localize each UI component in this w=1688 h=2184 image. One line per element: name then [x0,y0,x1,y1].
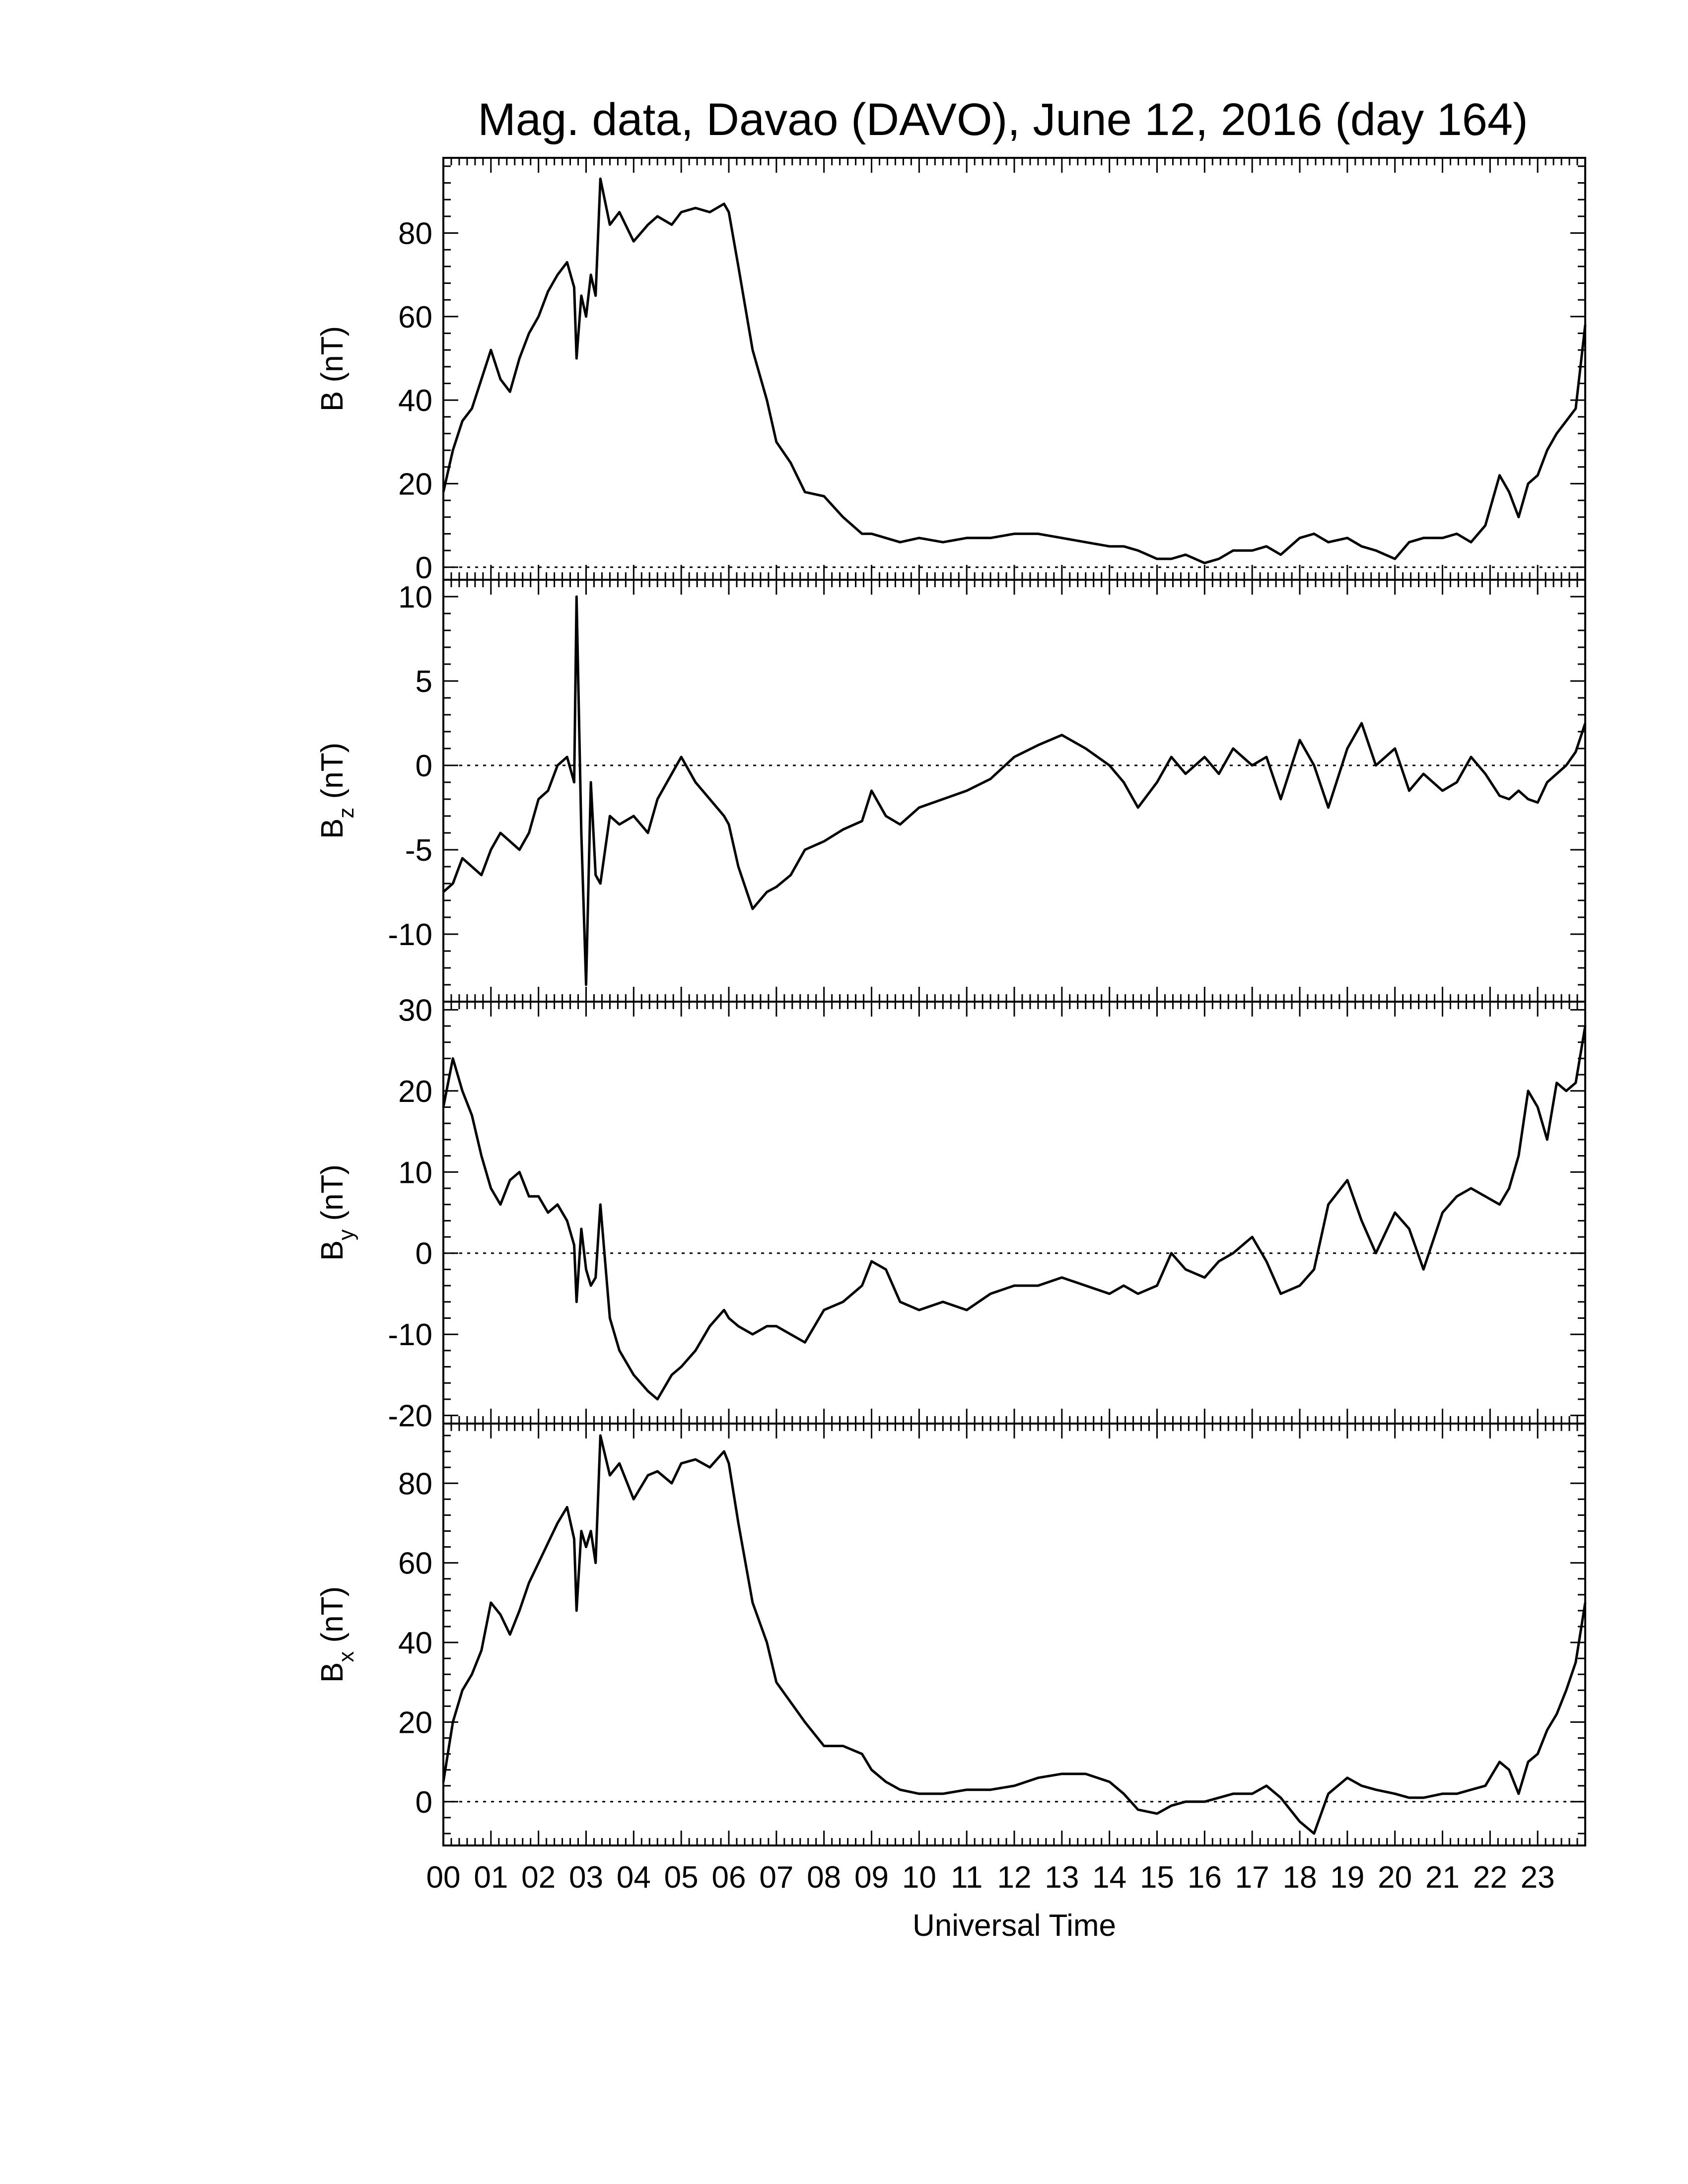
y-tick-label: 80 [398,1467,432,1501]
y-tick-label: 20 [398,1706,432,1740]
y-tick-label: 80 [398,216,432,251]
x-tick-label: 00 [426,1860,461,1895]
y-axis-label-unit: (nT) [315,743,350,808]
y-tick-label: 0 [416,551,432,585]
y-axis-label-symbol: B [315,819,350,839]
y-tick-label: 20 [398,467,432,501]
x-tick-label: 07 [759,1860,793,1895]
y-axis-label-symbol: B [315,1662,350,1683]
panel-frame [442,579,1586,1003]
x-axis: 00 01 02 03 04 05 06 07 08 09 10 11 12 13 14 15 16 17 18 19… [426,1860,1555,1895]
series-line-Bx [442,1434,1587,1835]
y-axis-label: B (nT) [315,326,350,411]
y-tick-label: -10 [388,918,432,952]
y-tick-label: 10 [398,580,432,614]
panel-Bx: 0 20 40 60 80 Bx (nT) [315,1423,1587,1846]
x-axis-label: Universal Time [913,1909,1116,1943]
y-tick-label: 0 [416,749,432,783]
panel-frame [442,157,1586,581]
y-tick-label: 5 [416,665,432,699]
y-tick-label: 10 [398,1156,432,1190]
x-tick-label: 03 [569,1860,603,1895]
chart-title: Mag. data, Davao (DAVO), June 12, 2016 (… [478,94,1528,145]
y-tick-label: 0 [416,1785,432,1820]
x-tick-label: 11 [951,1860,983,1895]
x-tick-label: 23 [1521,1860,1555,1895]
y-tick-label: -10 [388,1318,432,1352]
y-tick-label: 40 [398,384,432,418]
x-tick-label: 10 [902,1860,936,1895]
x-tick-label: 14 [1092,1860,1126,1895]
y-axis-label-unit: (nT) [315,1164,350,1229]
series-line-Bz [442,595,1587,986]
x-tick-label: 12 [997,1860,1032,1895]
y-axis-label-symbol: B [315,391,350,411]
x-tick-label: 16 [1188,1860,1222,1895]
y-axis-label-unit: (nT) [315,1586,350,1651]
x-tick-label: 02 [521,1860,556,1895]
y-axis-label: Bx (nT) [315,1586,358,1683]
y-tick-label: 30 [398,993,432,1027]
x-tick-label: 05 [664,1860,699,1895]
y-axis-label: By (nT) [315,1164,358,1261]
y-tick-label: 40 [398,1626,432,1660]
x-tick-label: 15 [1140,1860,1174,1895]
panel-By: -20 -10 0 10 20 30 By (nT) [315,993,1587,1433]
x-tick-label: 20 [1378,1860,1412,1895]
x-tick-label: 18 [1283,1860,1317,1895]
panel-frame [442,1001,1586,1425]
series-line-B [442,177,1587,564]
x-tick-label: 19 [1330,1860,1364,1895]
y-axis-label-subscript: z [334,808,358,819]
series-line-By [442,1025,1587,1401]
y-axis-label-subscript: y [334,1229,358,1240]
y-tick-label: 60 [398,300,432,335]
x-tick-label: 04 [617,1860,651,1895]
panel-frame [442,1423,1586,1846]
y-tick-label: 60 [398,1547,432,1581]
y-tick-label: 20 [398,1075,432,1109]
x-tick-label: 06 [712,1860,746,1895]
x-tick-label: 17 [1235,1860,1269,1895]
x-tick-label: 09 [854,1860,889,1895]
y-axis-label-symbol: B [315,1240,350,1261]
y-axis-label-unit: (nT) [315,326,350,391]
x-tick-label: 21 [1425,1860,1460,1895]
x-tick-label: 22 [1473,1860,1507,1895]
x-tick-label: 13 [1045,1860,1079,1895]
y-tick-label: 0 [416,1237,432,1271]
y-axis-label: Bz (nT) [315,743,358,839]
panel-Bz: -10 -5 0 5 10 Bz (nT) [315,579,1587,1003]
y-tick-label: -5 [405,833,432,868]
x-tick-label: 08 [807,1860,841,1895]
y-axis-label-subscript: x [334,1651,358,1662]
y-tick-label: -20 [388,1399,432,1433]
x-tick-label: 01 [474,1860,508,1895]
panel-B: 0 20 40 60 80 B (nT) [315,157,1587,585]
